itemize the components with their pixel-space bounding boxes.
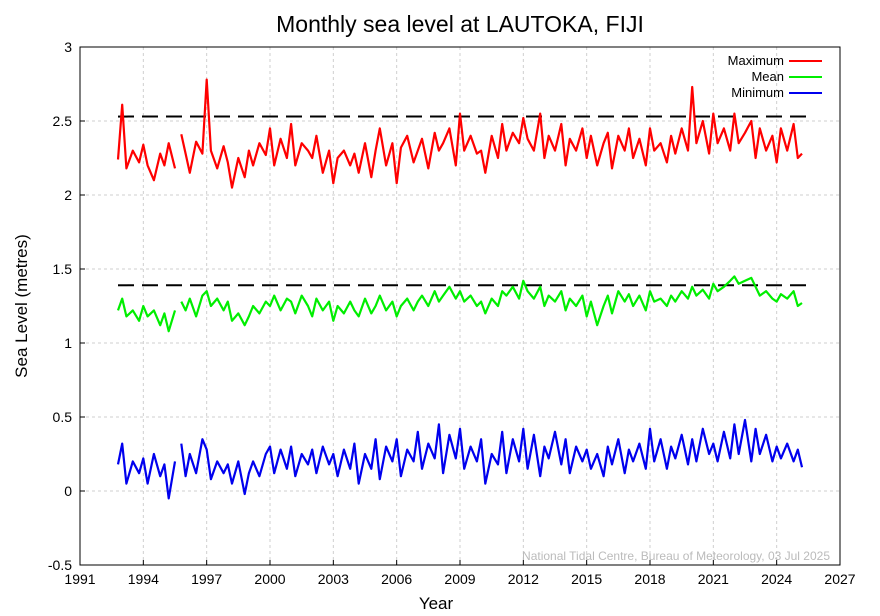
x-tick-label: 2018 <box>634 571 665 587</box>
x-tick-label: 2012 <box>508 571 539 587</box>
x-tick-label: 2009 <box>444 571 475 587</box>
x-tick-label: 2024 <box>761 571 792 587</box>
y-tick-label: 2.5 <box>53 113 73 129</box>
legend-label-mean: Mean <box>751 69 784 84</box>
x-axis-ticks: 1991 1994 1997 2000 2003 2006 2009 2012 2015 2018… <box>64 560 856 587</box>
x-tick-label: 2027 <box>824 571 855 587</box>
x-tick-label: 2006 <box>381 571 412 587</box>
chart-title: Monthly sea level at LAUTOKA, FIJI <box>276 11 644 37</box>
y-tick-label: 1.5 <box>53 261 73 277</box>
series-line-maximum <box>116 78 803 189</box>
y-tick-label: 1 <box>64 335 72 351</box>
y-axis-label: Sea Level (metres) <box>12 234 31 378</box>
y-axis-ticks: -0.5 0 0.5 1 1.5 2 2.5 3 <box>48 39 85 573</box>
x-tick-label: 1991 <box>64 571 95 587</box>
x-tick-label: 2000 <box>254 571 285 587</box>
y-tick-label: 3 <box>64 39 72 55</box>
reference-lines <box>118 115 807 287</box>
series-line-minimum <box>116 418 804 500</box>
x-tick-label: 1994 <box>128 571 159 587</box>
y-tick-label: 0 <box>64 483 72 499</box>
x-axis-label: Year <box>419 594 454 613</box>
legend-label-maximum: Maximum <box>728 53 784 68</box>
x-tick-label: 2015 <box>571 571 602 587</box>
y-tick-label: -0.5 <box>48 557 72 573</box>
x-tick-label: 2003 <box>318 571 349 587</box>
series-lines <box>116 78 804 500</box>
x-tick-label: 2021 <box>698 571 729 587</box>
series-line-mean <box>116 275 803 333</box>
x-tick-label: 1997 <box>191 571 222 587</box>
legend-label-minimum: Minimum <box>731 85 784 100</box>
y-tick-label: 0.5 <box>53 409 73 425</box>
credit-text: National Tidal Centre, Bureau of Meteoro… <box>522 549 830 563</box>
y-tick-label: 2 <box>64 187 72 203</box>
